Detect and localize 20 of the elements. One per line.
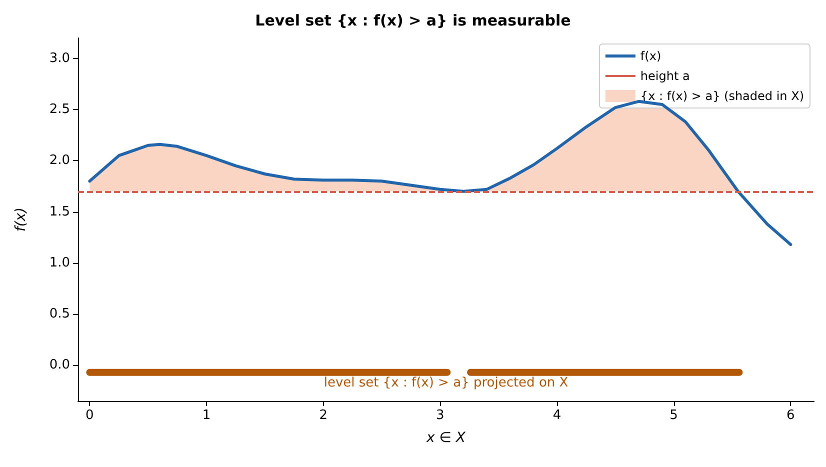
legend-label: f(x)	[640, 49, 662, 63]
y-tick-label: 0.0	[49, 358, 70, 373]
y-tick-label: 1.0	[49, 255, 70, 270]
x-tick-label: 2	[319, 408, 328, 423]
x-tick-label: 6	[786, 408, 795, 423]
y-tick-label: 3.0	[49, 50, 70, 66]
x-tick-label: 4	[552, 408, 562, 423]
y-axis-title: f(x)	[13, 207, 29, 232]
y-tick-label: 2.5	[49, 102, 70, 118]
legend-label: height a	[640, 69, 690, 83]
y-tick-label: 0.5	[49, 306, 70, 322]
x-tick-label: 5	[670, 408, 678, 423]
x-axis-title: x ∈ X	[426, 430, 466, 446]
y-tick-label: 1.5	[49, 204, 70, 220]
y-tick-label: 2.0	[49, 153, 70, 168]
chart-title: Level set {x : f(x) > a} is measurable	[255, 12, 571, 30]
annotation: level set {x : f(x) > a} projected on X	[324, 376, 568, 390]
x-tick-label: 1	[202, 408, 211, 423]
x-tick-label: 3	[436, 408, 444, 423]
x-tick-label: 0	[86, 408, 94, 423]
